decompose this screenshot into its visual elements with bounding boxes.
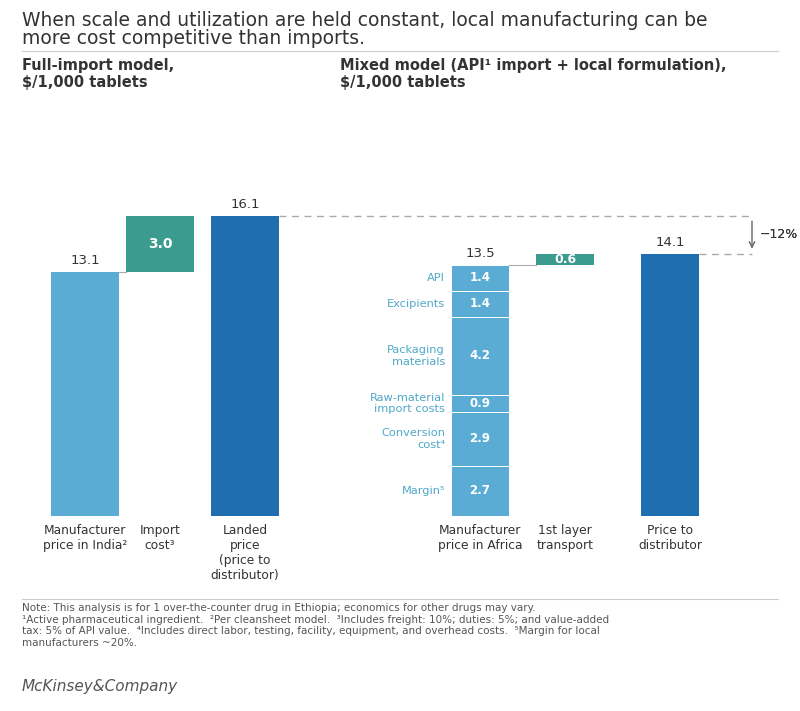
Text: API: API xyxy=(427,273,445,283)
Text: 1.4: 1.4 xyxy=(470,297,490,310)
Text: Price to
distributor: Price to distributor xyxy=(638,524,702,552)
Text: Conversion
cost⁴: Conversion cost⁴ xyxy=(381,428,445,449)
Bar xyxy=(451,317,509,395)
Text: 0.9: 0.9 xyxy=(470,397,490,410)
Text: 4.2: 4.2 xyxy=(470,349,490,363)
Bar xyxy=(451,291,509,317)
Text: McKinsey&Company: McKinsey&Company xyxy=(22,679,178,694)
Bar xyxy=(641,254,699,516)
Text: Full-import model,
$/1,000 tablets: Full-import model, $/1,000 tablets xyxy=(22,58,174,90)
Bar xyxy=(536,254,594,264)
Text: Raw-material
import costs: Raw-material import costs xyxy=(370,392,445,415)
Text: 0.6: 0.6 xyxy=(554,252,576,266)
Text: Packaging
materials: Packaging materials xyxy=(387,345,445,367)
Bar xyxy=(451,264,509,291)
Text: Import
cost³: Import cost³ xyxy=(139,524,181,552)
Text: −12%: −12% xyxy=(760,228,798,242)
Bar xyxy=(126,216,194,272)
Text: more cost competitive than imports.: more cost competitive than imports. xyxy=(22,29,365,48)
Text: 3.0: 3.0 xyxy=(148,237,172,251)
Text: Excipients: Excipients xyxy=(386,299,445,309)
Text: 13.1: 13.1 xyxy=(70,255,100,267)
Text: −12%: −12% xyxy=(760,228,798,242)
Text: Mixed model (API¹ import + local formulation),
$/1,000 tablets: Mixed model (API¹ import + local formula… xyxy=(340,58,726,90)
Bar xyxy=(51,272,119,516)
Text: Margin⁵: Margin⁵ xyxy=(402,486,445,496)
Text: 2.7: 2.7 xyxy=(470,484,490,498)
Text: 13.5: 13.5 xyxy=(465,247,495,260)
Bar xyxy=(451,466,509,516)
Text: Landed
price
(price to
distributor): Landed price (price to distributor) xyxy=(210,524,279,582)
Text: Note: This analysis is for 1 over-the-counter drug in Ethiopia; economics for ot: Note: This analysis is for 1 over-the-co… xyxy=(22,603,609,648)
Text: Manufacturer
price in Africa: Manufacturer price in Africa xyxy=(438,524,522,552)
Bar xyxy=(211,216,279,516)
Text: 1.4: 1.4 xyxy=(470,272,490,284)
Bar xyxy=(451,412,509,466)
Text: 16.1: 16.1 xyxy=(230,198,260,211)
Text: When scale and utilization are held constant, local manufacturing can be: When scale and utilization are held cons… xyxy=(22,11,707,30)
Text: 2.9: 2.9 xyxy=(470,432,490,445)
Text: Manufacturer
price in India²: Manufacturer price in India² xyxy=(43,524,127,552)
Text: 14.1: 14.1 xyxy=(655,235,685,249)
Bar xyxy=(451,395,509,412)
Text: 1st layer
transport: 1st layer transport xyxy=(537,524,594,552)
